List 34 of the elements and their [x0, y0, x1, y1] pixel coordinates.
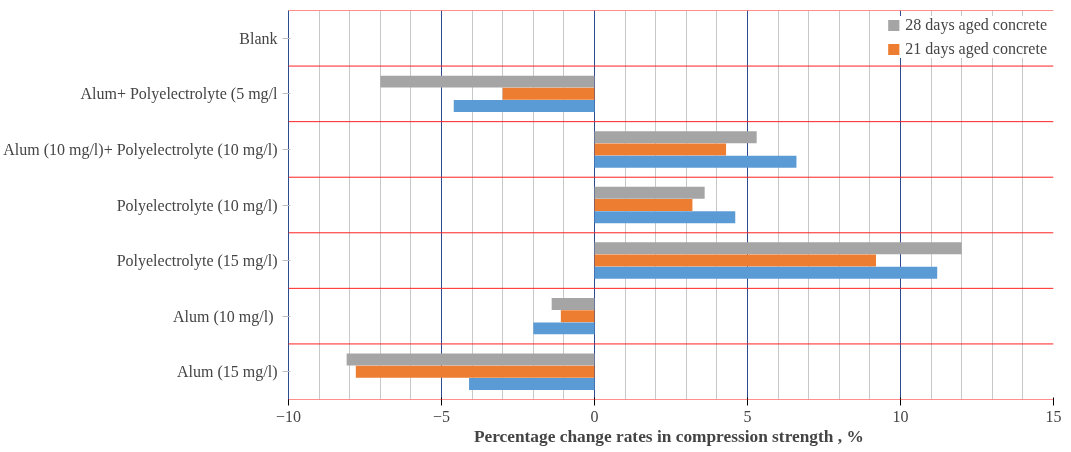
y-tick-label: Alum (15 mg/l)	[177, 363, 278, 382]
bar	[453, 100, 595, 113]
bar	[502, 87, 595, 100]
y-tick-label: Alum+ Polyelectrolyte (5 mg/l	[80, 85, 279, 104]
y-tick-label: Blank	[239, 29, 278, 47]
y-tick-label: Polyelectrolyte (10 mg/l)	[116, 196, 278, 215]
x-tick-label: 15	[1045, 407, 1062, 425]
y-tick-label: Polyelectrolyte (15 mg/l)	[116, 252, 278, 271]
x-tick-label: −5	[432, 407, 451, 425]
bar	[594, 155, 797, 168]
bar	[594, 143, 727, 156]
legend-label: 28 days aged concrete	[905, 16, 1047, 34]
bar	[533, 322, 595, 335]
bar	[469, 377, 595, 390]
bar	[560, 310, 595, 323]
bar	[380, 75, 595, 88]
bar	[594, 266, 938, 279]
x-tick-label: 5	[743, 407, 752, 425]
bar	[594, 131, 757, 144]
bar	[355, 365, 595, 378]
bar	[594, 186, 705, 199]
x-axis-title: Percentage change rates in compression strength , %	[473, 426, 864, 446]
bar	[594, 199, 693, 211]
y-tick-label: Alum (10 mg/l)+ Polyelectrolyte (10 mg/l)	[3, 140, 278, 159]
x-tick-label: 10	[892, 407, 909, 425]
bar	[594, 211, 736, 224]
bar	[594, 242, 962, 255]
bar	[346, 353, 595, 366]
bar	[551, 297, 595, 310]
y-tick-label: Alum (10 mg/l)	[173, 307, 274, 326]
legend-label: 21 days aged concrete	[905, 40, 1047, 58]
x-tick-label: −10	[275, 407, 302, 425]
x-tick-label: 0	[590, 407, 599, 425]
bar	[594, 254, 877, 267]
